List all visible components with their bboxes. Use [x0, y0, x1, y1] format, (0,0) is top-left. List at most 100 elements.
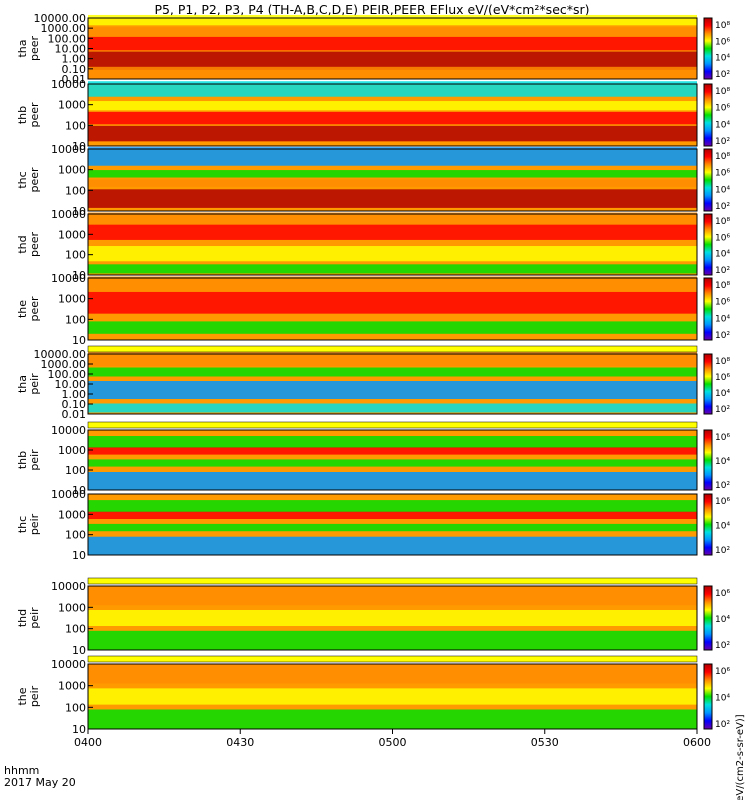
panel-frame — [87, 429, 698, 491]
panel-probe-label: thc — [16, 516, 29, 533]
y-tick-label: 1000 — [58, 293, 86, 306]
panel-thb-peer: 10000 1000 100 10 thb peer 10⁸ 10⁶ 10⁴ 10² — [16, 78, 730, 153]
panel-species-label: peer — [28, 232, 41, 258]
flag-strip — [87, 655, 698, 663]
spectrogram-band — [88, 125, 697, 142]
panel-species-label: peir — [28, 449, 41, 471]
spectrogram-band — [88, 367, 697, 377]
y-tick-label: 100 — [65, 119, 86, 132]
y-tick-label: 10 — [72, 269, 86, 282]
colorbar-tick-label: 10⁶ — [715, 37, 730, 47]
y-tick-label: 10000 — [51, 488, 86, 501]
panel-the-peer: 10000 1000 100 10 the peer 10⁸ 10⁶ 10⁴ 10² — [16, 272, 730, 347]
x-tick-label: 0430 — [226, 736, 254, 749]
colorbar-units-label: [eV/(cm2-s-sr-eV)] — [735, 714, 746, 800]
panel-frame — [87, 148, 698, 212]
spectrogram-band — [88, 447, 697, 455]
y-tick-label: 10 — [72, 140, 86, 153]
y-tick-label: 100 — [65, 313, 86, 326]
panel-probe-label: the — [16, 300, 29, 318]
y-tick-label: 100.00 — [48, 368, 87, 381]
panel-probe-label: thb — [16, 451, 29, 469]
colorbar-tick-label: 10² — [715, 481, 730, 491]
spectrogram-band — [88, 436, 697, 448]
panel-frame — [87, 213, 698, 276]
y-tick-label: 10 — [72, 484, 86, 497]
y-tick-label: 100.00 — [48, 32, 87, 45]
y-tick-label: 10000 — [51, 208, 86, 221]
panel-thb-peir: 10000 1000 100 10 thb peir 10⁶ 10⁴ 10² — [16, 424, 730, 497]
colorbar — [703, 83, 713, 147]
panel-thc-peer: 10000 1000 100 10 thc peer 10⁸ 10⁶ 10⁴ 10² — [16, 143, 730, 218]
spectrogram-band — [88, 51, 697, 70]
time-axis-corner-label: hhmm — [4, 764, 39, 777]
y-tick-label: 0.10 — [62, 63, 87, 76]
colorbar — [703, 585, 713, 651]
colorbar-tick-label: 10⁶ — [715, 433, 730, 443]
colorbar-tick-label: 10⁶ — [715, 373, 730, 383]
colorbar — [703, 353, 713, 415]
colorbar-tick-label: 10⁴ — [715, 314, 730, 324]
spectrogram-band — [88, 25, 697, 38]
colorbar — [703, 277, 713, 341]
spectrogram-band — [88, 630, 697, 650]
colorbar — [703, 429, 713, 491]
panel-thc-peir: 10000 1000 100 10 thc peir 10⁶ 10⁴ 10² — [16, 488, 730, 562]
panel-probe-label: thc — [16, 171, 29, 188]
panel-species-label: peir — [28, 373, 41, 395]
panel-probe-label: thd — [16, 609, 29, 627]
y-tick-label: 10 — [72, 334, 86, 347]
colorbar-tick-label: 10⁸ — [715, 21, 730, 31]
spectrogram-band — [88, 586, 697, 606]
x-tick-label: 0500 — [379, 736, 407, 749]
panel-the-peir: 10000 1000 100 10 the peir 10⁶ 10⁴ 10² — [16, 658, 730, 736]
y-tick-label: 1000 — [58, 680, 86, 693]
y-tick-label: 10000 — [51, 658, 86, 671]
colorbar-tick-label: 10⁴ — [715, 185, 730, 195]
colorbar-tick-label: 10⁸ — [715, 281, 730, 291]
colorbar — [703, 17, 713, 80]
y-tick-label: 10000.00 — [34, 12, 87, 25]
colorbar-tick-label: 10⁶ — [715, 589, 730, 599]
y-tick-label: 1000 — [58, 164, 86, 177]
y-tick-label: 10 — [72, 205, 86, 218]
colorbar-tick-label: 10⁶ — [715, 667, 730, 677]
panel-species-label: peir — [28, 513, 41, 535]
colorbar-tick-label: 10⁴ — [715, 120, 730, 130]
time-axis: hhmm 2017 May 20 0400 0430 0500 0530 0600 — [4, 729, 711, 789]
spectrogram-band — [88, 511, 697, 520]
colorbar-tick-label: 10⁴ — [715, 522, 730, 532]
spectrogram-band — [88, 276, 697, 292]
y-tick-label: 100 — [65, 623, 86, 636]
y-tick-label: 10.00 — [55, 43, 87, 56]
y-tick-label: 10 — [72, 723, 86, 736]
colorbar-tick-label: 10⁶ — [715, 104, 730, 114]
y-tick-label: 1000 — [58, 601, 86, 614]
panel-frame — [87, 493, 698, 556]
y-tick-label: 1000.00 — [41, 22, 87, 35]
panel-species-label: peer — [28, 102, 41, 128]
y-tick-label: 10000 — [51, 78, 86, 91]
flag-strip — [87, 345, 698, 353]
x-tick-label: 0530 — [531, 736, 559, 749]
y-tick-label: 0.01 — [62, 408, 87, 421]
figure-title: P5, P1, P2, P3, P4 (TH-A,B,C,D,E) PEIR,P… — [154, 2, 589, 17]
y-tick-label: 10000 — [51, 272, 86, 285]
y-tick-label: 10.00 — [55, 378, 87, 391]
spectrogram-band — [88, 81, 697, 97]
colorbar-tick-label: 10⁶ — [715, 169, 730, 179]
y-tick-label: 1000 — [58, 444, 86, 457]
x-tick-label: 0400 — [74, 736, 102, 749]
colorbar-tick-label: 10⁶ — [715, 298, 730, 308]
spectrogram-band — [88, 111, 697, 125]
panel-probe-label: thb — [16, 106, 29, 124]
y-tick-label: 0.01 — [62, 73, 87, 86]
colorbar — [703, 148, 713, 212]
colorbar-tick-label: 10² — [715, 641, 730, 651]
spectrogram-band — [88, 101, 697, 111]
colorbar — [703, 493, 713, 556]
spectrogram-band — [88, 224, 697, 240]
panel-species-label: peir — [28, 607, 41, 629]
